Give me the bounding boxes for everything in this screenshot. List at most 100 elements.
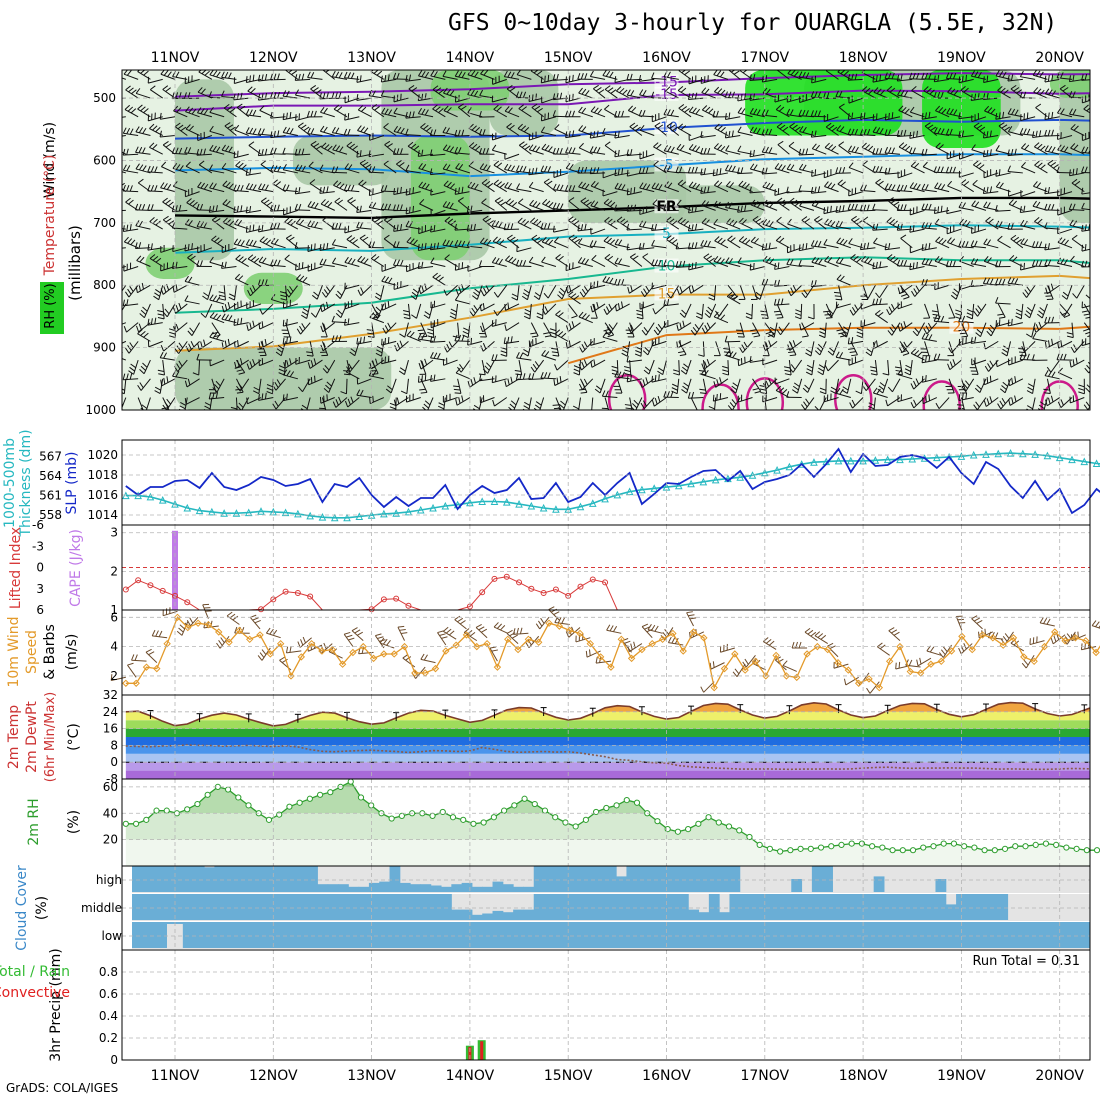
upper-wind-barb-feather — [743, 341, 748, 348]
upper-wind-barb-feather — [184, 275, 189, 282]
upper-wind-barb-feather — [1081, 260, 1084, 268]
upper-wind-barb-feather — [703, 253, 710, 258]
upper-wind-barb-feather — [940, 166, 944, 173]
upper-wind-barb-feather — [983, 378, 985, 385]
upper-wind-barb-feather — [472, 295, 478, 300]
upper-wind-barb-feather — [803, 401, 808, 408]
upper-wind-barb-feather — [1083, 104, 1089, 110]
upper-wind-barb-feather — [154, 390, 161, 395]
upper-wind-barb-feather — [187, 330, 193, 336]
upper-wind-barb-feather — [547, 372, 551, 379]
upper-wind-barb-feather — [866, 204, 870, 211]
upper-wind-barb-feather — [1002, 381, 1008, 387]
upper-wind-barb-feather — [738, 180, 744, 186]
upper-wind-barb-feather — [706, 255, 713, 260]
upper-wind-barb-feather — [753, 335, 760, 338]
upper-wind-barb — [543, 322, 552, 336]
upper-wind-barb-feather — [371, 103, 378, 109]
upper-wind-barb-feather — [241, 164, 247, 170]
upper-wind-barb-feather — [524, 401, 531, 406]
upper-wind-barb-feather — [126, 185, 130, 192]
upper-wind-barb-feather — [596, 280, 599, 288]
upper-wind-barb-feather — [573, 372, 580, 376]
upper-wind-barb-feather — [523, 315, 531, 320]
upper-wind-barb-feather — [805, 110, 809, 117]
upper-wind-barb — [665, 90, 680, 99]
upper-wind-barb-feather — [249, 168, 252, 175]
upper-wind-barb-feather — [323, 107, 328, 114]
upper-wind-barb-feather — [212, 387, 218, 393]
upper-wind-barb-feather — [412, 187, 415, 194]
upper-wind-barb-feather — [1035, 260, 1039, 267]
upper-wind-barb-feather — [1051, 74, 1054, 81]
upper-wind-barb-feather — [209, 312, 215, 318]
upper-wind-barb — [209, 130, 225, 136]
upper-wind-barb — [149, 146, 163, 155]
upper-wind-barb-feather — [162, 141, 169, 146]
upper-wind-barb-feather — [384, 325, 389, 332]
upper-wind-barb-feather — [298, 148, 301, 156]
upper-wind-barb — [870, 341, 876, 356]
upper-wind-barb — [678, 360, 680, 376]
contour-label-bg — [654, 286, 679, 301]
upper-wind-barb-feather — [1088, 149, 1090, 154]
upper-wind-barb-feather — [730, 389, 737, 394]
upper-wind-barb-feather — [277, 130, 280, 137]
upper-wind-barb — [727, 239, 741, 249]
upper-wind-barb — [241, 397, 250, 410]
upper-wind-barb-feather — [903, 260, 908, 267]
upper-wind-barb-feather — [331, 257, 337, 264]
upper-wind-barb-feather — [923, 86, 929, 92]
upper-wind-barb-feather — [274, 381, 279, 388]
upper-wind-barb — [321, 341, 329, 356]
upper-wind-barb-feather — [913, 399, 917, 406]
upper-wind-barb-feather — [1047, 203, 1051, 211]
upper-wind-barb-feather — [835, 257, 841, 263]
upper-wind-barb — [1095, 242, 1100, 248]
upper-wind-barb-feather — [765, 257, 771, 263]
upper-wind-barb — [234, 340, 249, 349]
upper-wind-barb-feather — [616, 216, 623, 222]
upper-wind-barb-feather — [375, 306, 382, 312]
upper-wind-barb-feather — [1084, 146, 1089, 153]
upper-wind-barb-feather — [301, 404, 308, 410]
upper-wind-barb-feather — [876, 127, 881, 134]
upper-wind-barb-feather — [916, 261, 918, 269]
upper-wind-barb-feather — [749, 94, 752, 101]
upper-wind-barb-feather — [1051, 371, 1056, 378]
upper-wind-barb-feather — [719, 168, 722, 175]
upper-wind-barb-feather — [700, 168, 703, 175]
upper-wind-barb-feather — [239, 105, 246, 111]
upper-wind-barb-feather — [540, 371, 544, 379]
upper-wind-barb — [538, 285, 545, 300]
upper-wind-barb-feather — [261, 74, 264, 81]
upper-wind-barb — [848, 167, 864, 174]
upper-wind-barb-feather — [347, 72, 351, 79]
upper-wind-barb-feather — [1033, 87, 1039, 93]
upper-wind-barb-feather — [534, 236, 541, 242]
upper-wind-barb — [590, 245, 606, 249]
upper-wind-barb-feather — [380, 203, 385, 210]
upper-wind-barb-feather — [245, 183, 250, 190]
upper-wind-barb-feather — [343, 71, 348, 78]
upper-wind-barb-feather — [482, 342, 487, 350]
upper-wind-barb — [663, 303, 679, 307]
upper-wind-barb — [801, 322, 809, 337]
upper-wind-barb-feather — [604, 216, 610, 222]
upper-wind-barb-feather — [1059, 84, 1066, 90]
upper-wind-barb-feather — [384, 302, 387, 309]
upper-wind-barb-feather — [633, 399, 639, 406]
upper-wind-barb-feather — [1010, 234, 1017, 240]
upper-wind-barb-feather — [691, 206, 694, 213]
upper-wind-barb-feather — [185, 106, 190, 113]
upper-wind-barb — [958, 116, 974, 120]
upper-wind-barb — [1063, 303, 1073, 317]
upper-wind-barb-feather — [720, 239, 726, 245]
upper-wind-barb-feather — [140, 309, 147, 315]
upper-wind-barb-feather — [642, 400, 647, 407]
upper-wind-barb-feather — [739, 346, 744, 353]
upper-wind-barb — [282, 95, 298, 99]
upper-wind-barb-feather — [657, 395, 661, 403]
upper-wind-barb-feather — [442, 239, 447, 246]
upper-wind-barb-feather — [221, 313, 226, 320]
